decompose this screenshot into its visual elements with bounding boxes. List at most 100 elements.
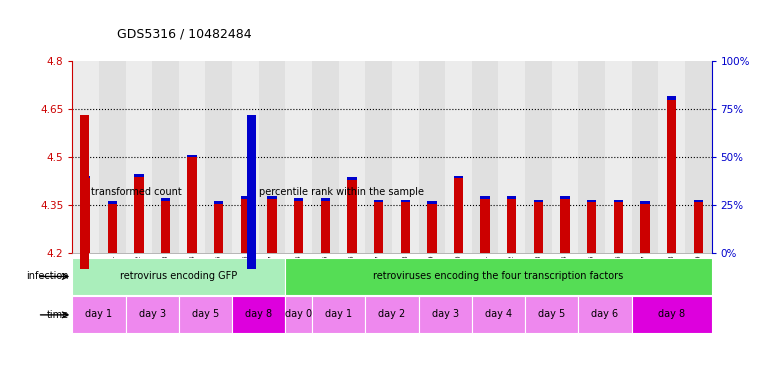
Bar: [161, 198, 170, 201]
Bar: [312, 296, 365, 333]
Text: retrovirus encoding GFP: retrovirus encoding GFP: [120, 271, 237, 281]
Bar: [161, 200, 170, 253]
Bar: [232, 61, 259, 253]
Bar: [126, 61, 152, 253]
Bar: [187, 157, 197, 253]
Bar: [552, 61, 578, 253]
Bar: [454, 176, 463, 178]
Bar: [507, 199, 517, 253]
Bar: [365, 296, 419, 333]
Bar: [578, 61, 605, 253]
Text: day 1: day 1: [85, 309, 113, 319]
Bar: [81, 178, 91, 253]
Bar: [294, 200, 304, 253]
Bar: [507, 197, 517, 199]
Bar: [134, 174, 144, 177]
Bar: [134, 177, 144, 253]
Bar: [152, 61, 179, 253]
Bar: [578, 296, 632, 333]
Bar: [320, 198, 330, 201]
Bar: [347, 177, 357, 180]
Bar: [400, 200, 410, 202]
Bar: [285, 296, 312, 333]
Text: day 4: day 4: [485, 309, 512, 319]
Bar: [240, 197, 250, 199]
Text: day 3: day 3: [139, 309, 166, 319]
Bar: [179, 296, 232, 333]
Bar: [285, 61, 312, 253]
Text: transformed count: transformed count: [91, 187, 182, 197]
Bar: [533, 200, 543, 202]
Bar: [498, 61, 525, 253]
Bar: [685, 61, 712, 253]
Bar: [693, 200, 703, 202]
Bar: [99, 61, 126, 253]
Bar: [240, 199, 250, 253]
Bar: [81, 176, 91, 178]
Bar: [365, 61, 392, 253]
Text: day 8: day 8: [245, 309, 272, 319]
Bar: [312, 61, 339, 253]
Bar: [640, 201, 650, 204]
Bar: [427, 201, 437, 204]
Text: day 0: day 0: [285, 309, 312, 319]
Bar: [374, 202, 384, 253]
Text: time: time: [46, 310, 68, 320]
Text: day 5: day 5: [192, 309, 219, 319]
Bar: [339, 61, 365, 253]
Bar: [294, 198, 304, 201]
Bar: [472, 296, 525, 333]
Bar: [347, 180, 357, 253]
Text: GDS5316 / 10482484: GDS5316 / 10482484: [117, 27, 252, 40]
Bar: [214, 204, 224, 253]
Bar: [480, 199, 490, 253]
Bar: [658, 61, 685, 253]
Bar: [72, 258, 285, 295]
Bar: [560, 197, 570, 199]
Text: retroviruses encoding the four transcription factors: retroviruses encoding the four transcrip…: [374, 271, 623, 281]
Bar: [445, 61, 472, 253]
Bar: [587, 202, 597, 253]
Bar: [419, 296, 472, 333]
Bar: [587, 200, 597, 202]
Bar: [374, 200, 384, 202]
Text: day 3: day 3: [431, 309, 459, 319]
Bar: [392, 61, 419, 253]
Bar: [107, 201, 117, 204]
Bar: [454, 178, 463, 253]
Bar: [179, 61, 205, 253]
Bar: [632, 296, 712, 333]
Bar: [259, 61, 285, 253]
Bar: [126, 296, 179, 333]
Bar: [400, 202, 410, 253]
Bar: [427, 204, 437, 253]
Bar: [632, 61, 658, 253]
Text: day 8: day 8: [658, 309, 685, 319]
Bar: [267, 199, 277, 253]
Bar: [419, 61, 445, 253]
Bar: [640, 204, 650, 253]
Bar: [232, 296, 285, 333]
Bar: [667, 100, 677, 253]
Bar: [605, 61, 632, 253]
Text: day 2: day 2: [378, 309, 406, 319]
Text: day 1: day 1: [325, 309, 352, 319]
Bar: [667, 96, 677, 100]
Bar: [205, 61, 232, 253]
Bar: [107, 204, 117, 253]
Bar: [525, 296, 578, 333]
Bar: [285, 258, 712, 295]
Bar: [613, 202, 623, 253]
Text: day 6: day 6: [591, 309, 619, 319]
Bar: [214, 201, 224, 204]
Bar: [525, 61, 552, 253]
Bar: [613, 200, 623, 202]
Bar: [72, 296, 126, 333]
Bar: [72, 61, 99, 253]
Bar: [187, 155, 197, 157]
Text: day 5: day 5: [538, 309, 565, 319]
Text: infection: infection: [26, 271, 68, 281]
Bar: [693, 202, 703, 253]
Bar: [533, 202, 543, 253]
Bar: [560, 199, 570, 253]
